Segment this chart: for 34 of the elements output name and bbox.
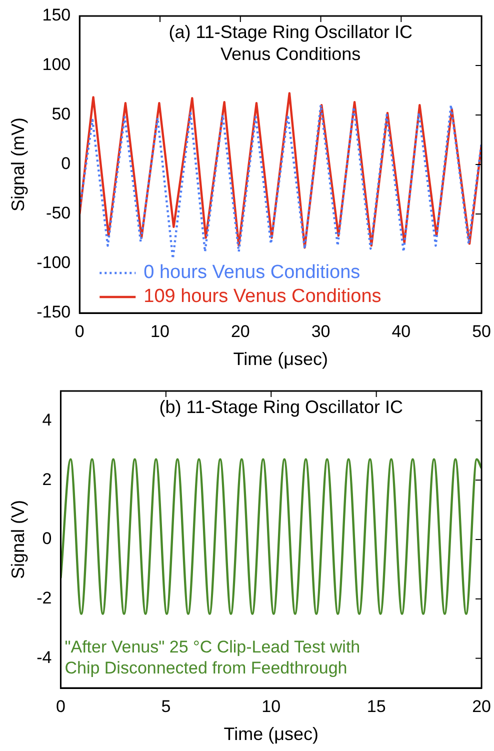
x-tick-label: 15 (366, 696, 386, 716)
chart-title: (b) 11-Stage Ring Oscillator IC (159, 396, 404, 417)
y-tick-label: -150 (36, 302, 71, 322)
annotation: "After Venus" 25 °C Clip-Lead Test with (64, 638, 360, 657)
x-tick-label: 20 (472, 696, 492, 716)
text: Venus Conditions (220, 44, 361, 64)
line-series (60, 458, 482, 615)
chart-title: (a) 11-Stage Ring Oscillator IC (168, 22, 412, 42)
annotation: Chip Disconnected from Feedthrough (64, 658, 348, 678)
y-tick-label: -2 (36, 588, 52, 608)
y-tick-label: 2 (42, 470, 52, 489)
legend-label: 109 hours Venus Conditions (144, 286, 382, 308)
x-tick-label: 20 (230, 322, 250, 341)
y-axis-title: Signal (V) (8, 500, 28, 580)
x-axis-title: Time (μsec) (224, 724, 318, 744)
y-tick-label: -100 (36, 253, 71, 272)
y-tick-label: 50 (52, 104, 71, 124)
x-tick-label: 40 (392, 322, 411, 341)
x-tick-label: 0 (74, 322, 84, 341)
x-tick-label: 10 (150, 322, 170, 341)
x-tick-label: 30 (311, 322, 330, 341)
y-tick-label: -50 (46, 204, 71, 223)
legend-label: 0 hours Venus Conditions (144, 262, 360, 284)
y-tick-label: 100 (42, 55, 71, 74)
x-tick-label: 5 (161, 696, 171, 716)
y-tick-label: 4 (42, 410, 52, 430)
y-tick-label: 0 (42, 529, 52, 548)
x-tick-label: 10 (262, 696, 281, 716)
y-tick-label: 0 (61, 154, 71, 174)
y-tick-label: 150 (42, 6, 71, 25)
x-tick-label: 50 (472, 322, 492, 341)
y-axis-title: Signal (mV) (8, 117, 28, 212)
y-tick-label: -4 (36, 648, 52, 667)
x-axis-title: Time (μsec) (233, 349, 328, 370)
